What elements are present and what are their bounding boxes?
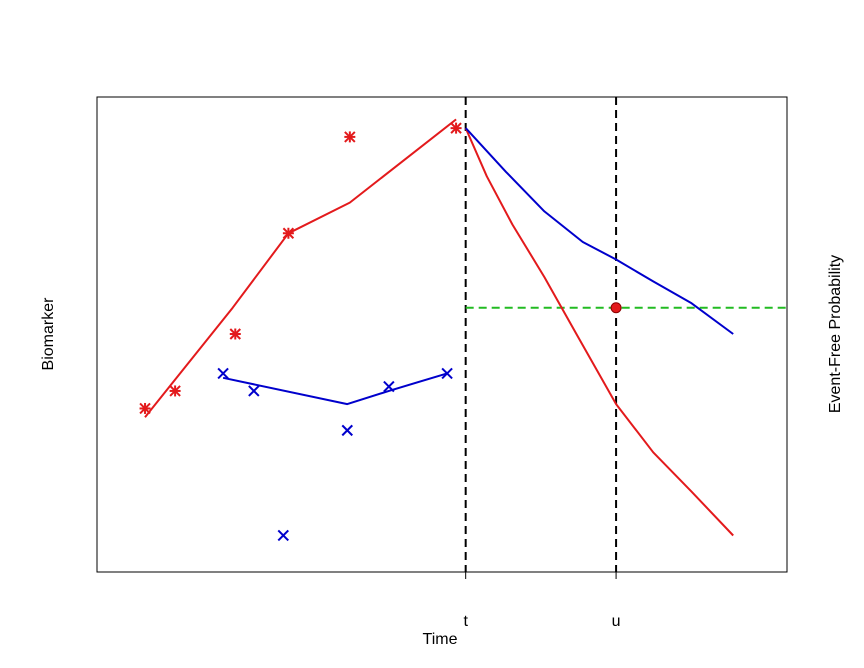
- survival-curve-blue: [464, 127, 734, 335]
- x-tick-label-t: t: [463, 613, 468, 630]
- x-tick-label-u: u: [612, 613, 621, 630]
- biomarker-point-blue-4: [383, 380, 395, 393]
- biomarker-point-blue-5: [441, 367, 453, 380]
- biomarker-point-red-0: [139, 402, 151, 415]
- biomarker-fit-line-blue: [222, 372, 448, 406]
- biomarker-point-red-1: [169, 385, 181, 397]
- y-axis-label-right: Event-Free Probability: [827, 255, 844, 413]
- biomarker-point-red-5: [450, 122, 462, 134]
- biomarker-point-red-2: [229, 328, 241, 340]
- biomarker-point-blue-3: [341, 424, 353, 437]
- biomarker-point-blue-1: [248, 385, 260, 397]
- y-axis-label-left: Biomarker: [40, 297, 57, 371]
- threshold-point: [610, 302, 622, 314]
- x-axis-label: Time: [423, 631, 458, 648]
- biomarker-point-red-4: [344, 131, 356, 143]
- survival-curve-red: [464, 127, 734, 537]
- plot-frame: [96, 96, 788, 573]
- biomarker-point-blue-2: [277, 529, 289, 542]
- biomarker-point-blue-0: [217, 367, 229, 380]
- biomarker-fit-line-red: [144, 118, 457, 418]
- biomarker-point-red-3: [282, 227, 295, 239]
